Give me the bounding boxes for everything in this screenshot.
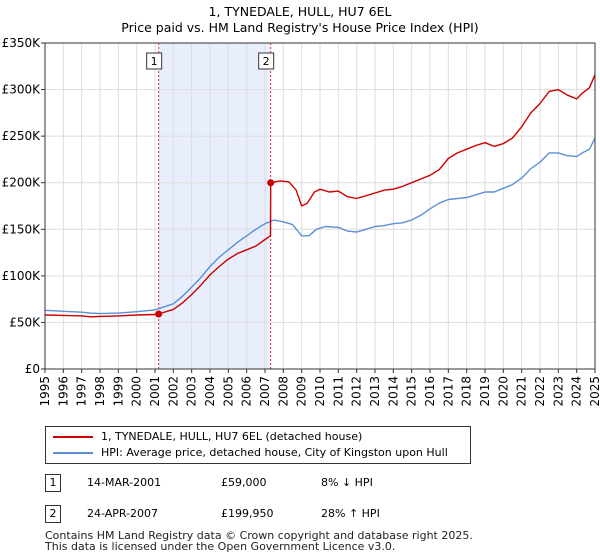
x-tick-label: 2000: [130, 376, 144, 407]
x-tick-label: 2012: [350, 376, 364, 407]
x-tick-label: 2011: [331, 376, 345, 407]
x-tick-label: 2006: [240, 376, 254, 407]
chart-title: 1, TYNEDALE, HULL, HU7 6EL: [208, 4, 392, 19]
y-tick-label: £150K: [2, 222, 42, 236]
x-tick-label: 2017: [441, 376, 455, 407]
x-tick-label: 2024: [570, 376, 584, 407]
footer-notice: Contains HM Land Registry data © Crown c…: [45, 530, 473, 552]
legend-swatch-hpi: [53, 452, 93, 454]
sale-point: [267, 179, 275, 187]
property-price-line: [44, 74, 596, 318]
sale-price: £59,000: [221, 476, 267, 489]
x-tick-label: 2009: [295, 376, 309, 407]
x-tick-label: 2015: [405, 376, 419, 407]
sale-point: [155, 310, 163, 318]
y-tick-label: £0: [25, 362, 40, 376]
x-tick-label: 1995: [38, 376, 52, 407]
sale-marker-label: 1: [151, 55, 158, 68]
x-tick-label: 1997: [75, 376, 89, 407]
sale-marker-box: [146, 52, 163, 70]
y-tick-label: £50K: [9, 315, 41, 329]
footer-licence: This data is licensed under the Open Gov…: [45, 540, 396, 553]
sale-number-badge: 1: [45, 474, 61, 492]
sale-price: £199,950: [221, 507, 274, 520]
sale-number-badge: 2: [45, 505, 61, 523]
x-tick-label: 2022: [533, 376, 547, 407]
legend-swatch-property: [53, 436, 93, 438]
sale-date: 14-MAR-2001: [87, 476, 162, 489]
sale-hpi-diff: 28% ↑ HPI: [321, 507, 380, 520]
hpi-line: [44, 137, 596, 315]
x-tick-label: 2018: [460, 376, 474, 407]
sale-hpi-diff: 8% ↓ HPI: [321, 476, 373, 489]
x-tick-label: 2003: [185, 376, 199, 407]
x-tick-label: 2014: [386, 376, 400, 407]
x-tick-label: 2013: [368, 376, 382, 407]
sale-marker-box: [258, 52, 275, 70]
x-tick-label: 2005: [221, 376, 235, 407]
x-tick-label: 2025: [588, 376, 600, 407]
x-tick-label: 2007: [258, 376, 272, 407]
footer-copyright: Contains HM Land Registry data © Crown c…: [45, 529, 473, 542]
x-tick-label: 2002: [166, 376, 180, 407]
x-tick-label: 2021: [515, 376, 529, 407]
x-tick-label: 2008: [276, 376, 290, 407]
y-tick-label: £100K: [2, 269, 42, 283]
sale-date: 24-APR-2007: [87, 507, 159, 520]
chart-legend: 1, TYNEDALE, HULL, HU7 6EL (detached hou…: [45, 426, 471, 464]
sale-marker-label: 2: [263, 55, 270, 68]
plot-frame: [44, 42, 596, 370]
x-tick-label: 1998: [93, 376, 107, 407]
sale-period-shading: [158, 43, 271, 369]
sale-row: 2 24-APR-2007 £199,950 28% ↑ HPI: [45, 505, 565, 523]
x-tick-label: 2016: [423, 376, 437, 407]
x-tick-label: 2004: [203, 376, 217, 407]
x-tick-label: 1996: [56, 376, 70, 407]
y-tick-label: £250K: [2, 129, 42, 143]
chart-subtitle: Price paid vs. HM Land Registry's House …: [121, 20, 479, 35]
x-tick-label: 2023: [551, 376, 565, 407]
y-tick-label: £300K: [2, 83, 42, 97]
x-tick-label: 2019: [478, 376, 492, 407]
x-tick-label: 2010: [313, 376, 327, 407]
y-tick-label: £350K: [2, 36, 42, 50]
price-chart: 1 2 £0 £50K £100K £150K £200K £250K £300K £350K 19…: [2, 36, 600, 407]
x-tick-label: 1999: [111, 376, 125, 407]
legend-label-property: 1, TYNEDALE, HULL, HU7 6EL (detached hou…: [101, 430, 363, 443]
x-tick-label: 2020: [496, 376, 510, 407]
sale-row: 1 14-MAR-2001 £59,000 8% ↓ HPI: [45, 474, 565, 492]
x-tick-label: 2001: [148, 376, 162, 407]
legend-label-hpi: HPI: Average price, detached house, City…: [101, 446, 448, 459]
y-tick-label: £200K: [2, 176, 42, 190]
